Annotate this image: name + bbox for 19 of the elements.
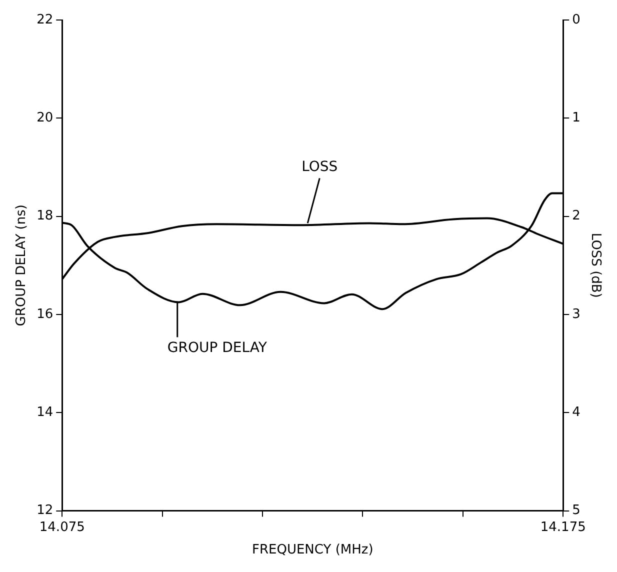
- y-tick-label: 22: [36, 12, 54, 28]
- y-tick-label: 18: [36, 208, 54, 224]
- x-tick-label: 14.075: [39, 520, 85, 535]
- y-tick-label: 16: [36, 306, 54, 322]
- y-axis-title: GROUP DELAY (ns): [14, 204, 30, 326]
- y2-tick-label: 2: [572, 208, 580, 224]
- y2-tick-label: 0: [572, 12, 580, 28]
- y2-tick-label: 4: [572, 405, 580, 420]
- annotation: LOSS: [302, 158, 338, 175]
- y2-tick-label: 3: [572, 306, 580, 322]
- y-tick-label: 14: [36, 405, 54, 420]
- y-tick-label: 20: [36, 110, 54, 126]
- annotation: GROUP DELAY: [167, 340, 268, 356]
- y2-tick-label: 1: [572, 110, 580, 126]
- y2-axis-title: LOSS (dB): [588, 232, 603, 298]
- y2-tick-label: 5: [572, 503, 580, 518]
- x-tick-label: 14.175: [540, 520, 586, 535]
- y-tick-label: 12: [36, 503, 54, 518]
- x-axis-title: FREQUENCY (MHz): [252, 542, 374, 558]
